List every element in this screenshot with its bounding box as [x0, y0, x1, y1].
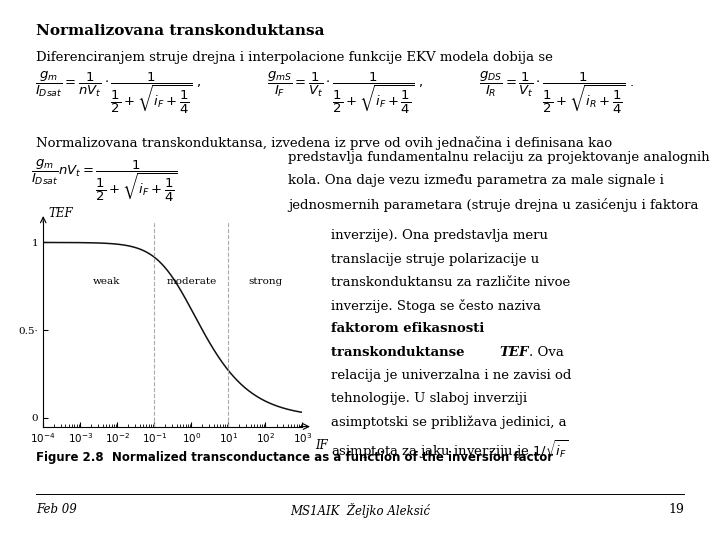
Text: relacija je univerzalna i ne zavisi od: relacija je univerzalna i ne zavisi od	[331, 369, 572, 382]
Text: . Ova: . Ova	[529, 346, 564, 359]
Text: $\dfrac{g_{mS}}{I_F} = \dfrac{1}{V_t} \cdot \dfrac{1}{\dfrac{1}{2} + \sqrt{i_F+\: $\dfrac{g_{mS}}{I_F} = \dfrac{1}{V_t} \c…	[267, 70, 424, 116]
Text: TEF: TEF	[48, 207, 73, 220]
Text: $\dfrac{g_m}{I_{Dsat}} nV_t = \dfrac{1}{\dfrac{1}{2} + \sqrt{i_F+\dfrac{1}{4}}}$: $\dfrac{g_m}{I_{Dsat}} nV_t = \dfrac{1}{…	[32, 158, 179, 204]
Text: Feb 09: Feb 09	[36, 503, 77, 516]
Text: Normalizovana transkonduktansa, izvedena iz prve od ovih jednačina i definisana : Normalizovana transkonduktansa, izvedena…	[36, 136, 612, 150]
Text: Figure 2.8  Normalized transconductance as a function of the inversion factor: Figure 2.8 Normalized transconductance a…	[36, 451, 553, 464]
Text: moderate: moderate	[166, 276, 217, 286]
Text: $\dfrac{g_{DS}}{I_R} = \dfrac{1}{V_t} \cdot \dfrac{1}{\dfrac{1}{2} + \sqrt{i_R+\: $\dfrac{g_{DS}}{I_R} = \dfrac{1}{V_t} \c…	[480, 70, 635, 116]
Text: $\dfrac{g_m}{I_{Dsat}} = \dfrac{1}{nV_t} \cdot \dfrac{1}{\dfrac{1}{2} + \sqrt{i_: $\dfrac{g_m}{I_{Dsat}} = \dfrac{1}{nV_t}…	[35, 70, 202, 116]
Text: transkonduktanse: transkonduktanse	[331, 346, 469, 359]
Text: asimptotski se približava jedinici, a: asimptotski se približava jedinici, a	[331, 415, 567, 429]
Text: strong: strong	[248, 276, 282, 286]
Text: translacije struje polarizacije u: translacije struje polarizacije u	[331, 253, 539, 266]
Text: transkonduktansu za različite nivoe: transkonduktansu za različite nivoe	[331, 276, 570, 289]
Text: asimptota za jaku inverziju je $1/\sqrt{i_F}$: asimptota za jaku inverziju je $1/\sqrt{…	[331, 438, 569, 461]
Text: IF: IF	[315, 439, 328, 452]
Text: predstavlja fundamentalnu relaciju za projektovanje analognih: predstavlja fundamentalnu relaciju za pr…	[288, 151, 710, 164]
Text: Diferenciranjem struje drejna i interpolacione funkcije EKV modela dobija se: Diferenciranjem struje drejna i interpol…	[36, 51, 553, 64]
Text: tehnologije. U slaboj inverziji: tehnologije. U slaboj inverziji	[331, 392, 527, 405]
Text: faktorom efikasnosti: faktorom efikasnosti	[331, 322, 485, 335]
Text: 19: 19	[668, 503, 684, 516]
Text: kola. Ona daje vezu između parametra za male signale i: kola. Ona daje vezu između parametra za …	[288, 174, 664, 187]
Text: MS1AIK  Željko Aleksić: MS1AIK Željko Aleksić	[290, 503, 430, 518]
Text: Normalizovana transkonduktansa: Normalizovana transkonduktansa	[36, 24, 325, 38]
Text: jednosmernih parametara (struje drejna u zasićenju i faktora: jednosmernih parametara (struje drejna u…	[288, 198, 698, 212]
Text: inverzije. Stoga se često naziva: inverzije. Stoga se često naziva	[331, 299, 541, 313]
Text: inverzije). Ona predstavlja meru: inverzije). Ona predstavlja meru	[331, 230, 548, 242]
Text: weak: weak	[92, 276, 120, 286]
Text: TEF: TEF	[499, 346, 528, 359]
